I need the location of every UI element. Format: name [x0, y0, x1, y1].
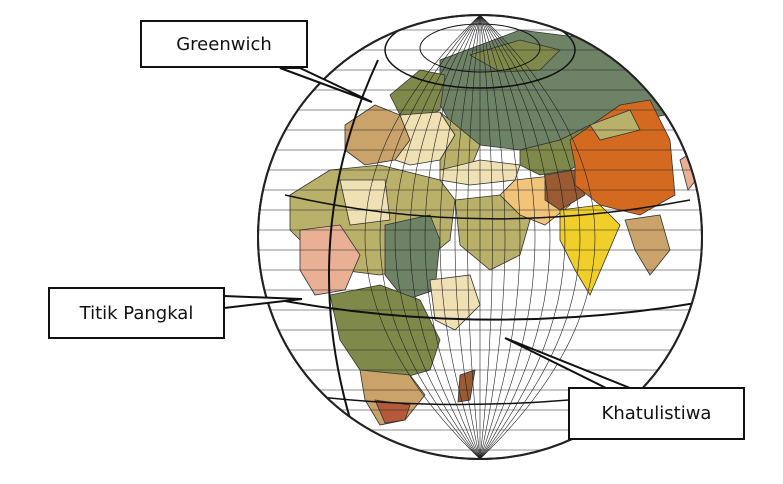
prime-meridian-line [328, 59, 379, 451]
land-horn-africa [429, 274, 481, 331]
greenwich-pointer [279, 67, 373, 103]
greenwich-label-box: Greenwich [140, 20, 308, 68]
titik-pangkal-label: Titik Pangkal [79, 302, 194, 324]
land-arctic [468, 39, 561, 73]
globe-outline [257, 14, 703, 460]
tropic-north-line [284, 194, 691, 220]
equator-line [258, 295, 702, 321]
arctic-circle-line [384, 15, 576, 89]
arctic-inner-line [419, 23, 541, 73]
longitude-lines [364, 15, 596, 459]
titik-pangkal-label-box: Titik Pangkal [48, 287, 225, 339]
khatulistiwa-label-box: Khatulistiwa [568, 387, 745, 440]
greenwich-label: Greenwich [176, 33, 272, 55]
khatulistiwa-label: Khatulistiwa [601, 403, 712, 424]
